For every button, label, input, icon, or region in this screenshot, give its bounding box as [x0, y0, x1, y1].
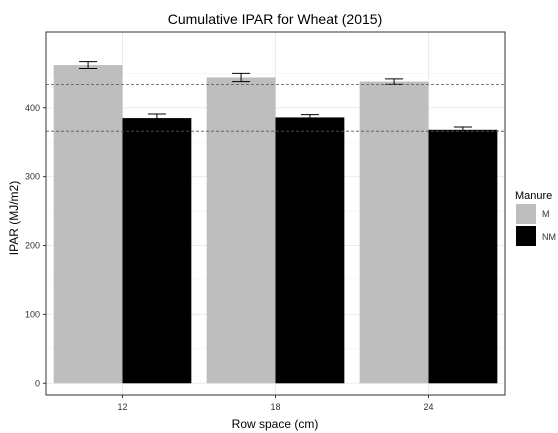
y-tick-label: 0: [35, 378, 40, 388]
y-tick-label: 300: [25, 172, 40, 182]
legend-label-nm: NM: [542, 232, 556, 242]
legend-key-m: [516, 204, 536, 224]
legend-key-nm: [516, 226, 536, 246]
chart-title: Cumulative IPAR for Wheat (2015): [168, 11, 383, 27]
bar-m: [359, 81, 429, 384]
y-tick-label: 400: [25, 103, 40, 113]
x-axis-title: Row space (cm): [232, 417, 319, 431]
plot-area: 0 100 200 300 400 12 18 24: [25, 31, 506, 412]
bar-nm: [275, 117, 345, 384]
legend: Manure M NM: [515, 190, 556, 246]
x-tick-label: 12: [117, 402, 127, 412]
bar-m: [53, 65, 123, 384]
legend-title: Manure: [515, 190, 552, 202]
legend-label-m: M: [542, 209, 550, 219]
y-axis-title: IPAR (MJ/m2): [7, 181, 21, 255]
x-tick-label: 24: [423, 402, 433, 412]
y-tick-label: 100: [25, 309, 40, 319]
bar-nm: [122, 118, 192, 384]
x-tick-label: 18: [270, 402, 280, 412]
bar-nm: [428, 129, 498, 384]
bar-m: [206, 77, 276, 384]
y-tick-label: 200: [25, 241, 40, 251]
panel-border: [45, 31, 506, 396]
